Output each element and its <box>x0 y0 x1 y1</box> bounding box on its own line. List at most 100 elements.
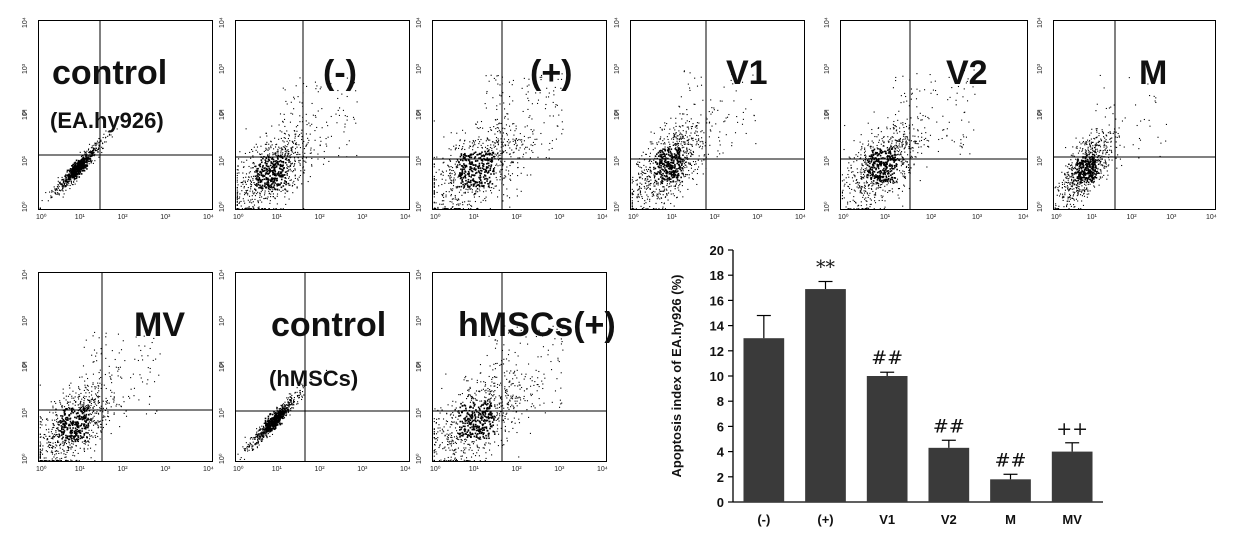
y-tick-label: 10⁰ <box>1036 201 1044 212</box>
panel-label: (hMSCs) <box>269 366 359 391</box>
x-tick-label: 10⁰ <box>233 465 244 473</box>
x-tick-label: 10³ <box>554 214 565 221</box>
x-tick-label: 10² <box>315 466 326 473</box>
y-tick-label: 20 <box>710 243 724 258</box>
bar <box>805 289 846 502</box>
x-tick-label: 10⁴ <box>400 466 411 473</box>
plot-frame <box>235 20 410 210</box>
x-tick-label: 10¹ <box>667 214 678 221</box>
x-tick-label: 10¹ <box>1087 214 1098 221</box>
plot-frame <box>38 20 213 210</box>
y-tick-label: 10⁴ <box>416 17 423 28</box>
y-axis-title: PI <box>220 361 226 367</box>
x-tick-label: 10¹ <box>880 214 891 221</box>
flow-panel: 10⁰ 10⁰ 10¹ 10¹ 10² 10² 10³ 10³ 10⁴ 10⁴ PI V2 <box>823 17 1029 221</box>
y-tick-label: 0 <box>717 495 724 510</box>
x-tick-label: MV <box>1062 512 1082 527</box>
y-axis-title: PI <box>417 109 423 115</box>
y-tick-label: 10⁰ <box>823 201 831 212</box>
x-tick-label: 10³ <box>357 466 368 473</box>
flow-panel: 10⁰ 10⁰ 10¹ 10¹ 10² 10² 10³ 10³ 10⁴ 10⁴ PI V1 <box>613 17 806 221</box>
y-tick-label: 10² <box>219 361 226 372</box>
plot-frame <box>38 272 213 462</box>
flow-panel: 10⁰ 10⁰ 10¹ 10¹ 10² 10² 10³ 10³ 10⁴ 10⁴ PI hMSCs(+) <box>415 269 616 473</box>
y-tick-label: 10⁰ <box>613 201 621 212</box>
x-tick-label: 10⁰ <box>628 213 639 221</box>
x-tick-label: 10⁰ <box>430 465 441 473</box>
x-tick-label: 10⁰ <box>36 213 47 221</box>
y-axis-title: PI <box>1038 109 1044 115</box>
y-tick-label: 10¹ <box>416 407 423 418</box>
y-tick-label: 10³ <box>416 63 423 74</box>
y-tick-label: 10¹ <box>219 407 226 418</box>
dot-plot: 10⁰ 10⁰ 10¹ 10¹ 10² 10² 10³ 10³ 10⁴ 10⁴ PI <box>218 17 411 221</box>
dot-plot: 10⁰ 10⁰ 10¹ 10¹ 10² 10² 10³ 10³ 10⁴ 10⁴ PI <box>21 17 214 221</box>
x-tick-label: 10⁴ <box>597 214 608 221</box>
y-tick-label: 10⁰ <box>21 453 29 464</box>
panel-label: M <box>1139 54 1168 92</box>
y-tick-label: 10⁴ <box>219 269 226 280</box>
y-tick-label: 10² <box>614 109 621 120</box>
y-axis-title: PI <box>23 109 29 115</box>
x-tick-label: 10³ <box>160 214 171 221</box>
panel-label: hMSCs(+) <box>458 306 616 344</box>
x-tick-label: 10³ <box>357 214 368 221</box>
significance-marker: ++ <box>1056 418 1088 440</box>
y-axis-title: PI <box>23 361 29 367</box>
x-tick-label: 10² <box>926 214 937 221</box>
x-tick-label: 10¹ <box>75 466 86 473</box>
y-tick-label: 10³ <box>22 315 29 326</box>
x-tick-label: 10³ <box>752 214 763 221</box>
y-tick-label: 16 <box>710 293 724 308</box>
x-tick-label: 10⁴ <box>597 466 608 473</box>
y-tick-label: 10² <box>824 109 831 120</box>
y-tick-label: 10⁰ <box>218 201 226 212</box>
x-tick-label: 10¹ <box>469 466 480 473</box>
y-tick-label: 10⁰ <box>415 201 423 212</box>
x-tick-label: 10² <box>512 214 523 221</box>
x-tick-label: (-) <box>757 512 770 527</box>
dot-plot: 10⁰ 10⁰ 10¹ 10¹ 10² 10² 10³ 10³ 10⁴ 10⁴ PI <box>415 17 608 221</box>
x-tick-label: 10¹ <box>272 214 283 221</box>
panel-label: V1 <box>726 54 768 92</box>
flow-panel: 10⁰ 10⁰ 10¹ 10¹ 10² 10² 10³ 10³ 10⁴ 10⁴ PI control (… <box>218 269 411 473</box>
x-tick-label: 10² <box>315 214 326 221</box>
x-tick-label: 10⁴ <box>1018 214 1029 221</box>
flow-panel: 10⁰ 10⁰ 10¹ 10¹ 10² 10² 10³ 10³ 10⁴ 10⁴ PI M <box>1036 17 1217 221</box>
y-axis-title: PI <box>615 109 621 115</box>
event-dots <box>433 73 564 210</box>
flow-panel: 10⁰ 10⁰ 10¹ 10¹ 10² 10² 10³ 10³ 10⁴ 10⁴ PI MV <box>21 269 214 473</box>
y-tick-label: 10⁰ <box>21 201 29 212</box>
y-axis-title: PI <box>825 109 831 115</box>
y-tick-label: 10⁴ <box>614 17 621 28</box>
y-tick-label: 10⁴ <box>22 17 29 28</box>
y-tick-label: 10³ <box>219 315 226 326</box>
x-tick-label: 10⁰ <box>1051 213 1062 221</box>
y-tick-label: 10⁰ <box>218 453 226 464</box>
plot-frame <box>840 20 1028 210</box>
y-axis-title: PI <box>417 361 423 367</box>
y-tick-label: 10³ <box>1037 63 1044 74</box>
y-tick-label: 10⁴ <box>824 17 831 28</box>
x-tick-label: 10⁴ <box>203 214 214 221</box>
dot-plot: 10⁰ 10⁰ 10¹ 10¹ 10² 10² 10³ 10³ 10⁴ 10⁴ PI <box>21 269 214 473</box>
plot-frame <box>432 272 607 462</box>
x-tick-label: 10³ <box>972 214 983 221</box>
event-dots <box>841 69 976 210</box>
x-tick-label: 10³ <box>160 466 171 473</box>
panel-label: MV <box>134 306 185 344</box>
y-tick-label: 10⁴ <box>416 269 423 280</box>
bar <box>990 479 1031 502</box>
y-tick-label: 10¹ <box>219 155 226 166</box>
y-tick-label: 14 <box>710 319 725 334</box>
panel-label: control <box>271 306 387 344</box>
y-tick-label: 10² <box>22 361 29 372</box>
x-tick-label: 10⁴ <box>203 466 214 473</box>
panel-label: control <box>52 54 168 92</box>
bar <box>928 447 970 502</box>
panel-label: V2 <box>946 54 988 92</box>
event-dots <box>237 369 328 461</box>
apoptosis-bar-chart: 0 2 4 6 8 10 12 14 16 18 20 Apoptosis index of EA.h… <box>669 243 1103 527</box>
y-tick-label: 10⁴ <box>219 17 226 28</box>
plot-frame <box>630 20 805 210</box>
